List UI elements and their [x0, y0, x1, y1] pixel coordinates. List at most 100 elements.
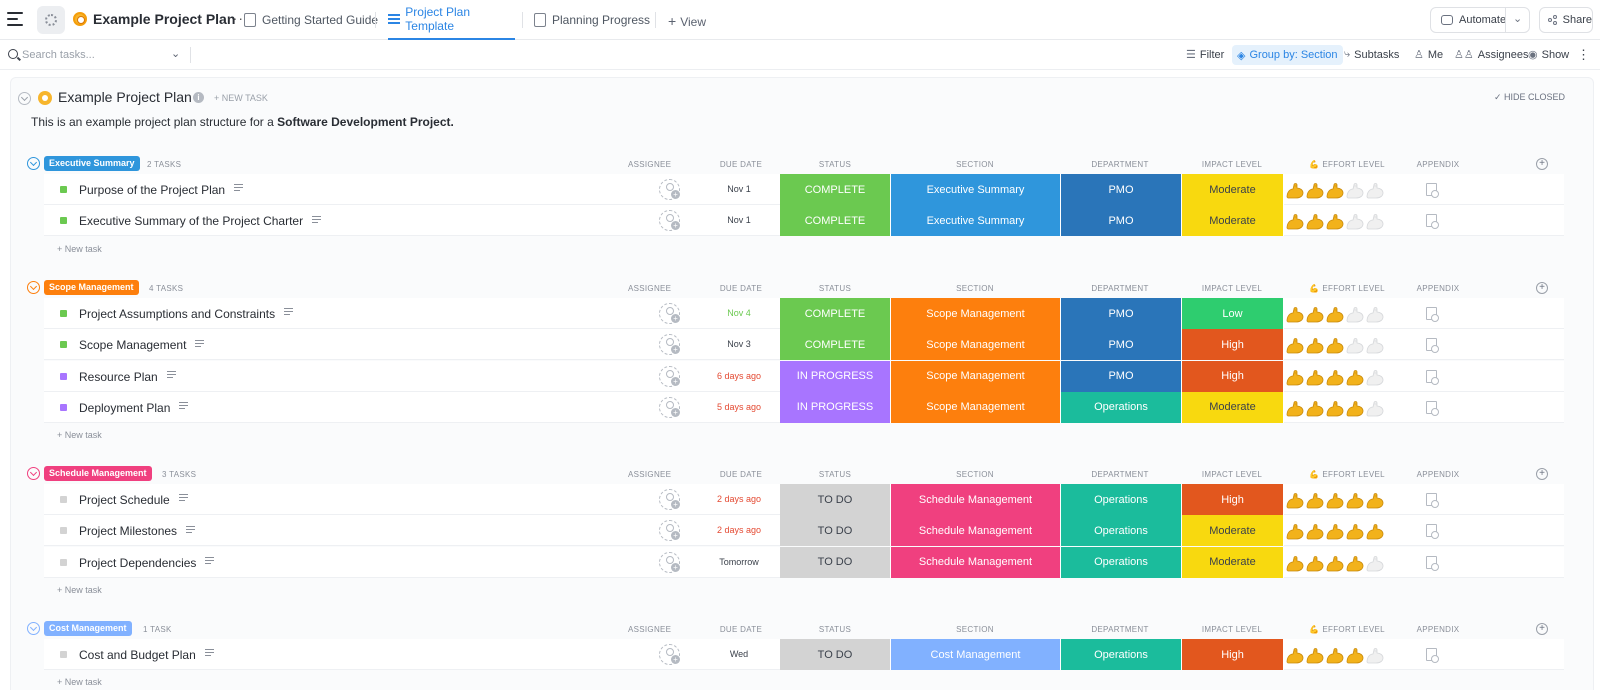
muscle-icon-empty[interactable]	[1365, 367, 1385, 387]
tab-getting-started-guide[interactable]: Getting Started Guide	[244, 0, 378, 40]
task-name[interactable]: Deployment Plan	[79, 401, 189, 415]
muscle-icon-filled[interactable]	[1285, 490, 1305, 510]
department-cell[interactable]: Operations	[1061, 515, 1182, 547]
status-cell[interactable]: IN PROGRESS	[780, 391, 891, 423]
column-header-appendix[interactable]: APPENDIX	[1416, 470, 1460, 479]
tab-project-plan-template[interactable]: Project Plan Template	[388, 0, 515, 40]
new-task-button[interactable]: + New task	[57, 430, 102, 441]
muscle-icon-empty[interactable]	[1365, 645, 1385, 665]
me-button[interactable]: ♙ Me	[1414, 48, 1443, 62]
muscle-icon-filled[interactable]	[1305, 645, 1325, 665]
attachment-icon[interactable]	[1426, 214, 1439, 230]
task-name[interactable]: Project Milestones	[79, 524, 196, 538]
attachment-icon[interactable]	[1426, 648, 1439, 663]
impact-level-cell[interactable]: Moderate	[1182, 515, 1284, 547]
muscle-icon-filled[interactable]	[1305, 521, 1325, 541]
workspace-icon[interactable]	[37, 6, 65, 34]
status-cell[interactable]: COMPLETE	[780, 174, 891, 205]
effort-level-rating[interactable]	[1285, 645, 1385, 665]
show-button[interactable]: ◉ Show	[1528, 48, 1569, 62]
task-name[interactable]: Scope Management	[79, 338, 205, 352]
assignee-avatar-icon[interactable]	[659, 334, 680, 356]
column-header-impact-level[interactable]: IMPACT LEVEL	[1201, 625, 1263, 634]
new-task-button[interactable]: + New task	[57, 584, 102, 595]
due-date[interactable]: Nov 1	[727, 215, 751, 226]
hide-closed-button[interactable]: ✓ HIDE CLOSED	[1494, 92, 1565, 103]
effort-level-rating[interactable]	[1285, 398, 1385, 418]
muscle-icon-empty[interactable]	[1365, 553, 1385, 573]
status-cell[interactable]: COMPLETE	[780, 205, 891, 237]
task-name[interactable]: Project Schedule	[79, 493, 188, 507]
muscle-icon-filled[interactable]	[1305, 367, 1325, 387]
group-badge[interactable]: Cost Management	[44, 621, 132, 636]
column-header-effort-level[interactable]: 💪 EFFORT LEVEL	[1297, 625, 1397, 634]
column-header-impact-level[interactable]: IMPACT LEVEL	[1201, 470, 1263, 479]
muscle-icon-filled[interactable]	[1285, 521, 1305, 541]
info-icon[interactable]: i	[193, 92, 204, 103]
chevron-down-icon[interactable]: ⌄	[171, 48, 181, 60]
assignee-avatar-icon[interactable]	[659, 210, 680, 232]
group-badge[interactable]: Schedule Management	[44, 466, 152, 481]
muscle-icon-filled[interactable]	[1325, 398, 1345, 418]
status-cell[interactable]: IN PROGRESS	[780, 360, 891, 392]
status-square-icon[interactable]	[60, 186, 67, 193]
status-square-icon[interactable]	[60, 651, 67, 658]
assignees-button[interactable]: ♙♙ Assignees	[1454, 48, 1529, 62]
collapse-icon[interactable]	[27, 622, 40, 635]
status-cell[interactable]: TO DO	[780, 546, 891, 578]
section-cell[interactable]: Executive Summary	[891, 174, 1061, 205]
status-square-icon[interactable]	[60, 310, 67, 317]
project-title[interactable]: Example Project Plan	[93, 11, 236, 27]
muscle-icon-filled[interactable]	[1345, 553, 1365, 573]
column-header-department[interactable]: DEPARTMENT	[1091, 625, 1149, 634]
impact-level-cell[interactable]: Low	[1182, 298, 1284, 329]
assignee-avatar-icon[interactable]	[659, 520, 680, 542]
muscle-icon-filled[interactable]	[1305, 211, 1325, 231]
department-cell[interactable]: Operations	[1061, 391, 1182, 423]
column-header-section[interactable]: SECTION	[956, 284, 994, 293]
chevron-down-icon[interactable]: ⌄	[1513, 13, 1523, 25]
new-task-button[interactable]: + New task	[57, 677, 102, 688]
muscle-icon-filled[interactable]	[1325, 211, 1345, 231]
muscle-icon-filled[interactable]	[1305, 335, 1325, 355]
due-date[interactable]: 6 days ago	[716, 370, 762, 381]
section-cell[interactable]: Scope Management	[891, 360, 1061, 392]
column-header-status[interactable]: STATUS	[818, 160, 852, 169]
collapse-icon[interactable]	[27, 157, 40, 170]
muscle-icon-empty[interactable]	[1345, 211, 1365, 231]
more-options-icon[interactable]: ···	[227, 10, 244, 26]
group-badge[interactable]: Executive Summary	[44, 156, 140, 171]
task-name[interactable]: Project Dependencies	[79, 556, 215, 570]
muscle-icon-empty[interactable]	[1345, 335, 1365, 355]
muscle-icon-empty[interactable]	[1365, 180, 1385, 200]
effort-level-rating[interactable]	[1285, 521, 1385, 541]
column-header-section[interactable]: SECTION	[956, 470, 994, 479]
muscle-icon-filled[interactable]	[1305, 553, 1325, 573]
assignee-avatar-icon[interactable]	[659, 365, 680, 387]
department-cell[interactable]: PMO	[1061, 205, 1182, 237]
column-header-assignee[interactable]: ASSIGNEE	[628, 625, 672, 634]
column-header-section[interactable]: SECTION	[956, 625, 994, 634]
status-square-icon[interactable]	[60, 527, 67, 535]
column-header-due-date[interactable]: DUE DATE	[719, 284, 763, 293]
muscle-icon-empty[interactable]	[1365, 335, 1385, 355]
column-header-impact-level[interactable]: IMPACT LEVEL	[1201, 160, 1263, 169]
due-date[interactable]: Tomorrow	[719, 556, 759, 567]
list-title[interactable]: Example Project Plan	[58, 89, 192, 105]
column-header-due-date[interactable]: DUE DATE	[719, 470, 763, 479]
department-cell[interactable]: PMO	[1061, 298, 1182, 329]
muscle-icon-filled[interactable]	[1305, 304, 1325, 324]
muscle-icon-filled[interactable]	[1325, 645, 1345, 665]
muscle-icon-filled[interactable]	[1365, 490, 1385, 510]
due-date[interactable]: 2 days ago	[716, 525, 762, 536]
section-cell[interactable]: Schedule Management	[891, 484, 1061, 515]
status-cell[interactable]: COMPLETE	[780, 298, 891, 329]
more-options-icon[interactable]: ⋮	[1577, 47, 1591, 62]
search-input[interactable]	[22, 46, 172, 64]
muscle-icon-filled[interactable]	[1345, 490, 1365, 510]
table-row[interactable]: Project Milestones 2 days ago TO DOSchedul…	[44, 515, 1564, 547]
status-square-icon[interactable]	[60, 341, 67, 349]
muscle-icon-filled[interactable]	[1285, 335, 1305, 355]
muscle-icon-empty[interactable]	[1365, 211, 1385, 231]
muscle-icon-filled[interactable]	[1325, 335, 1345, 355]
